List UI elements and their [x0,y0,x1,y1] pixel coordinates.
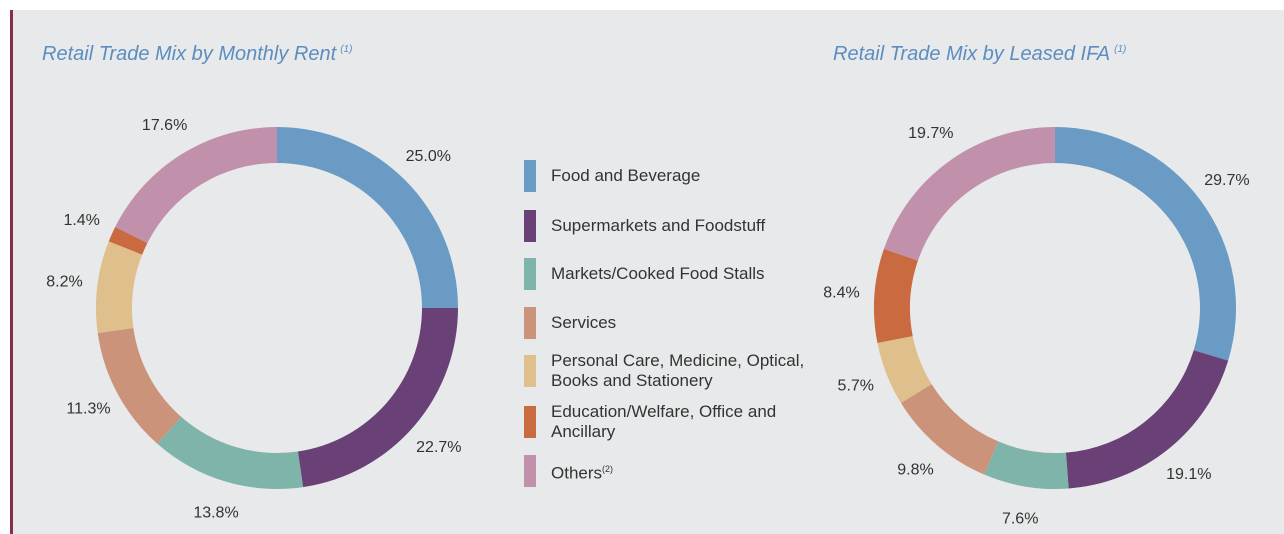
value-label: 5.7% [838,377,874,394]
legend-text: Food and Beverage [551,166,701,185]
value-label: 29.7% [1204,172,1249,189]
value-label: 22.7% [416,439,461,456]
value-label: 13.8% [193,504,238,521]
legend-label: Personal Care, Medicine, Optical, Books … [551,351,813,391]
title-note: (1) [1114,44,1126,55]
legend-item: Food and Beverage [524,160,813,192]
donut-segment [277,127,458,308]
donut-segment [984,441,1069,489]
legend-item: Personal Care, Medicine, Optical, Books … [524,351,813,390]
value-label: 9.8% [897,462,933,479]
title-note: (1) [340,44,352,55]
legend-label: Supermarkets and Foodstuff [551,216,813,236]
legend-text: Services [551,313,617,332]
donut-segment [883,127,1055,261]
chart-title: Retail Trade Mix by Monthly Rent [42,43,338,65]
donut-segment [1055,127,1236,361]
legend-item: Services [524,307,813,339]
legend-label: Others(2) [551,459,813,484]
legend-text: Education/Welfare, Office and Ancillary [551,402,777,441]
donut-segment [297,308,458,488]
legend-item: Others(2) [524,455,813,487]
value-label: 19.7% [908,125,953,142]
value-label: 7.6% [1002,510,1038,527]
chart-title: Retail Trade Mix by Leased IFA [833,43,1110,65]
legend-swatch [524,406,536,438]
legend-item: Supermarkets and Foodstuff [524,210,813,242]
donut-segment [874,248,918,344]
legend-label: Education/Welfare, Office and Ancillary [551,402,813,442]
value-label: 11.3% [66,401,110,418]
legend-label: Markets/Cooked Food Stalls [551,264,813,284]
legend-item: Markets/Cooked Food Stalls [524,258,813,290]
legend-swatch [524,307,536,339]
value-label: 1.4% [63,212,99,229]
donut-segment [877,336,932,404]
legend-text: Markets/Cooked Food Stalls [551,264,765,283]
legend-swatch [524,355,536,387]
donut-segment [157,416,304,490]
legend-item: Education/Welfare, Office and Ancillary [524,402,813,441]
donut-segment [97,327,182,444]
value-label: 19.1% [1166,466,1211,483]
legend-swatch [524,258,536,290]
donut-segment [1065,350,1229,489]
legend-note: (2) [602,463,614,474]
donut-segment [115,127,278,243]
legend-text: Supermarkets and Foodstuff [551,216,766,235]
legend-label: Food and Beverage [551,166,813,186]
legend-text: Personal Care, Medicine, Optical, Books … [551,351,805,390]
donut-segment [900,384,999,475]
donut-segment [95,241,143,333]
value-label: 8.4% [823,284,859,301]
donut-segment [108,226,148,255]
legend-label: Services [551,313,813,333]
legend-text: Others [551,463,603,483]
legend-swatch [524,210,536,242]
value-label: 17.6% [142,117,187,134]
value-label: 25.0% [406,148,451,165]
legend-swatch [524,160,536,192]
value-label: 8.2% [46,274,82,291]
legend-swatch [524,455,536,487]
